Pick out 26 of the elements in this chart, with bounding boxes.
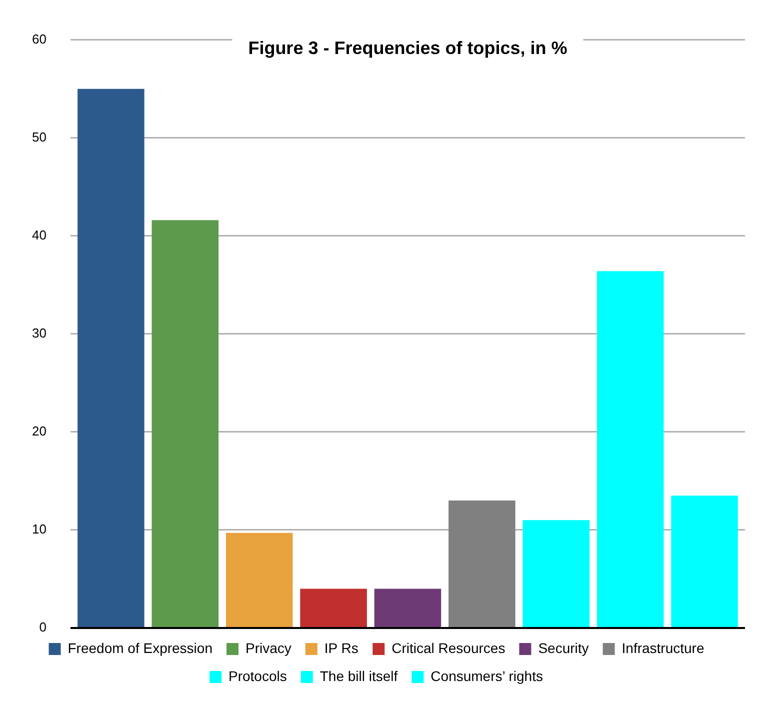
bar	[671, 496, 738, 627]
y-tick-label: 30	[32, 325, 46, 340]
bar	[374, 588, 442, 627]
legend-label: Critical Resources	[392, 640, 506, 656]
y-tick-label: 20	[32, 424, 46, 439]
bar	[300, 588, 367, 627]
legend-label: Infrastructure	[622, 640, 704, 656]
legend-label: IP Rs	[324, 640, 358, 656]
legend-label: Security	[538, 640, 589, 656]
bar	[152, 220, 219, 627]
y-tick-label: 60	[32, 31, 46, 46]
bar	[596, 271, 664, 627]
bar	[78, 88, 144, 627]
y-tick-label: 0	[39, 620, 46, 635]
y-tick-label: 40	[32, 227, 46, 242]
legend-label: Protocols	[228, 668, 287, 684]
y-tick-label: 10	[32, 522, 46, 537]
bar	[522, 520, 590, 627]
legend-label: Freedom of Expression	[68, 640, 212, 656]
legend-label: The bill itself	[320, 668, 398, 684]
y-tick-label: 50	[32, 129, 46, 144]
chart-title: Figure 3 - Frequencies of topics, in %	[248, 38, 568, 58]
legend-label: Privacy	[245, 640, 292, 656]
bar	[448, 500, 516, 627]
bar	[226, 532, 293, 627]
legend-label: Consumers’ rights	[430, 668, 543, 684]
